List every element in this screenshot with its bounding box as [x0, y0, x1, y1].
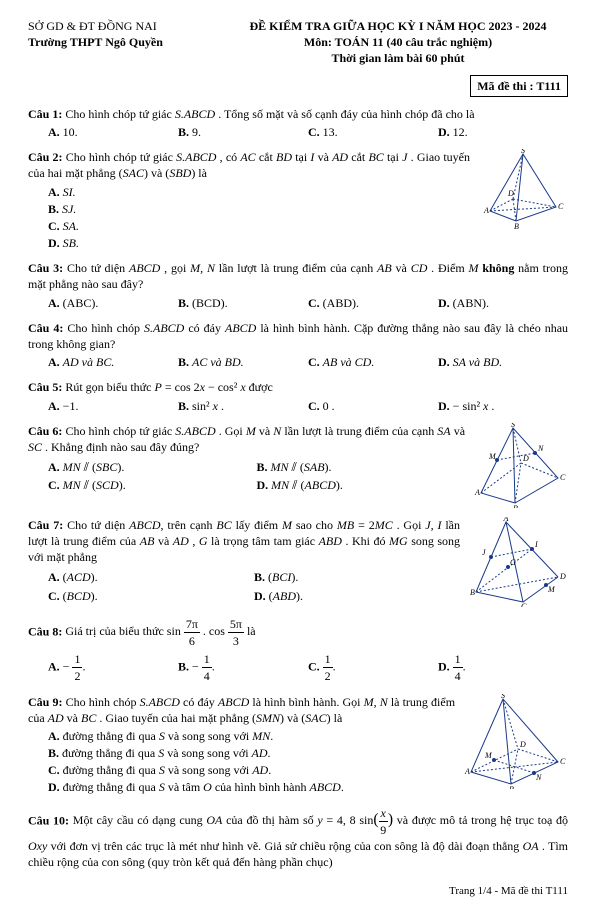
q8-text: Giá trị của biểu thức sin 7π6 . cos 5π3 … [65, 624, 255, 638]
q4-text: Cho hình chóp S.ABCD có đáy ABCD là hình… [28, 321, 568, 351]
q1-label: Câu 1: [28, 107, 62, 121]
question-2: Câu 2: Cho hình chóp tứ giác S.ABCD , có… [28, 149, 568, 251]
svg-text:D: D [519, 740, 526, 749]
svg-text:I: I [534, 540, 538, 549]
svg-text:G: G [510, 558, 516, 567]
svg-text:J: J [482, 548, 486, 557]
dept: SỞ GD & ĐT ĐỒNG NAI [28, 18, 228, 34]
question-8: Câu 8: Giá trị của biểu thức sin 7π6 . c… [28, 616, 568, 685]
q9-label: Câu 9: [28, 695, 62, 709]
q3-text: Cho tứ diện ABCD , gọi M, N lần lượt là … [28, 261, 568, 291]
svg-text:S: S [511, 423, 515, 429]
q6-label: Câu 6: [28, 424, 62, 438]
pyramid-sabcd-icon: S A B C D [478, 149, 568, 229]
exam-code: Mã đề thi : T111 [470, 75, 568, 97]
header: SỞ GD & ĐT ĐỒNG NAI Trường THPT Ngô Quyề… [28, 18, 568, 67]
svg-text:S: S [501, 694, 505, 700]
q6-text: Cho hình chóp tứ giác S.ABCD . Gọi M và … [28, 424, 465, 454]
svg-text:A: A [483, 206, 489, 215]
q2-label: Câu 2: [28, 150, 63, 164]
q8-label: Câu 8: [28, 624, 62, 638]
question-3: Câu 3: Cho tứ diện ABCD , gọi M, N lần l… [28, 260, 568, 311]
question-9: Câu 9: Cho hình chóp S.ABCD có đáy ABCD … [28, 694, 568, 796]
question-6: Câu 6: Cho hình chóp tứ giác S.ABCD . Gọ… [28, 423, 568, 508]
q5-text: Rút gọn biểu thức P = cos 2x − cos² x đư… [65, 380, 273, 394]
svg-text:D: D [522, 454, 529, 463]
q7-text: Cho tứ diện ABCD, trên cạnh BC lấy điểm … [28, 518, 460, 564]
q7-label: Câu 7: [28, 518, 63, 532]
exam-time: Thời gian làm bài 60 phút [228, 50, 568, 66]
question-7: Câu 7: Cho tứ diện ABCD, trên cạnh BC lấ… [28, 517, 568, 607]
question-4: Câu 4: Cho hình chóp S.ABCD có đáy ABCD … [28, 320, 568, 371]
q9-text: Cho hình chóp S.ABCD có đáy ABCD là hình… [28, 695, 455, 725]
q1-text: Cho hình chóp tứ giác S.ABCD . Tổng số m… [65, 107, 474, 121]
q3-label: Câu 3: [28, 261, 63, 275]
school: Trường THPT Ngô Quyền [28, 34, 228, 50]
svg-text:B: B [470, 588, 475, 597]
pyramid-smn-icon: S A B C D M N [463, 694, 568, 789]
svg-text:C: C [521, 602, 527, 607]
q10-label: Câu 10: [28, 813, 69, 827]
svg-text:D: D [507, 189, 514, 198]
svg-text:A: A [464, 767, 470, 776]
svg-text:N: N [537, 444, 544, 453]
q5-label: Câu 5: [28, 380, 62, 394]
svg-text:A: A [503, 517, 509, 523]
svg-text:A: A [474, 488, 480, 497]
pyramid-mn-icon: S A B C D M N [473, 423, 568, 508]
tetrahedron-icon: A B C D J I G M [468, 517, 568, 607]
svg-text:M: M [488, 452, 497, 461]
exam-title: ĐỀ KIỂM TRA GIỮA HỌC KỲ I NĂM HỌC 2023 -… [228, 18, 568, 34]
svg-text:M: M [484, 751, 493, 760]
q2-text: Cho hình chóp tứ giác S.ABCD , có AC cắt… [28, 150, 470, 180]
question-10: Câu 10: Một cây cầu có dạng cung OA của … [28, 805, 568, 871]
svg-text:C: C [560, 473, 566, 482]
svg-text:M: M [547, 585, 556, 594]
svg-text:C: C [558, 202, 564, 211]
svg-text:N: N [535, 773, 542, 782]
exam-subject: Môn: TOÁN 11 (40 câu trắc nghiệm) [228, 34, 568, 50]
svg-text:B: B [513, 504, 518, 508]
page-footer: Trang 1/4 - Mã đề thi T111 [28, 884, 568, 899]
svg-text:B: B [509, 785, 514, 789]
q10-text: Một cây cầu có dạng cung OA của đồ thị h… [28, 813, 568, 869]
question-1: Câu 1: Cho hình chóp tứ giác S.ABCD . Tổ… [28, 106, 568, 140]
svg-text:S: S [521, 149, 525, 155]
svg-text:C: C [560, 757, 566, 766]
svg-text:B: B [514, 222, 519, 229]
question-5: Câu 5: Rút gọn biểu thức P = cos 2x − co… [28, 379, 568, 413]
svg-text:D: D [559, 572, 566, 581]
q4-label: Câu 4: [28, 321, 63, 335]
